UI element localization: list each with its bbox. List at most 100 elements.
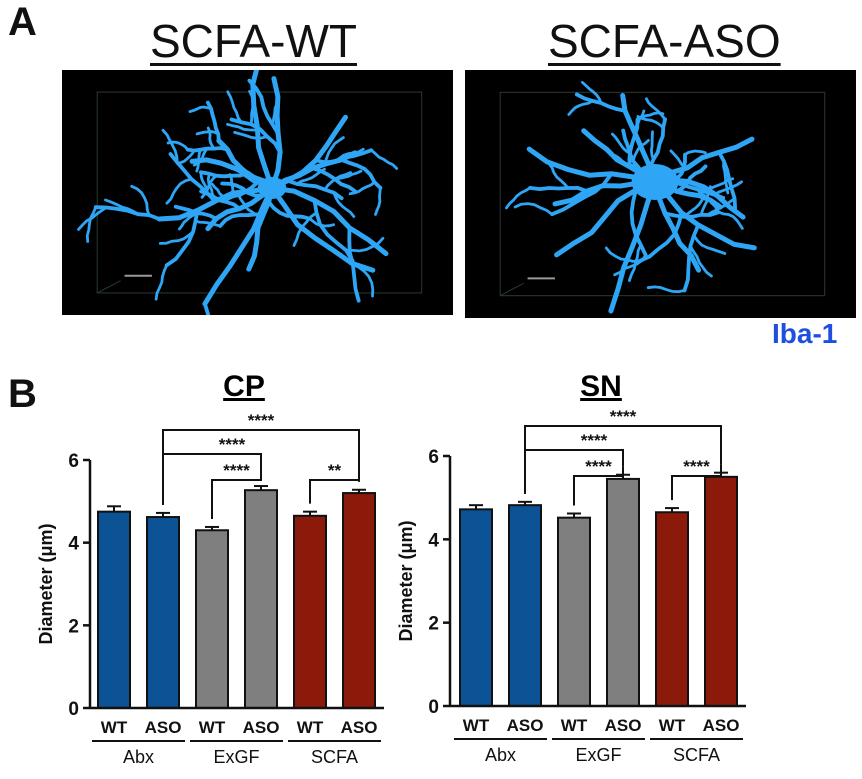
microglia-process [637, 211, 684, 263]
microglia-process [717, 210, 744, 230]
group-label: ExGF [213, 747, 259, 767]
microglia-process [674, 164, 708, 194]
microglia-process [193, 219, 222, 228]
significance-bracket [573, 466, 624, 506]
microglia-process [663, 210, 721, 219]
y-tick-label: 2 [68, 616, 79, 637]
microglia-process [266, 199, 312, 221]
microglia-process [228, 173, 235, 198]
bar-red [655, 511, 689, 707]
bar-blue [459, 508, 493, 707]
microglia-process [165, 177, 193, 205]
microglia-process [269, 185, 389, 257]
microglia-process [683, 149, 707, 157]
microglia-process [233, 131, 269, 140]
significance-bracket [671, 464, 722, 501]
microglia-soma [631, 164, 679, 200]
bar-gray [557, 516, 591, 707]
microglia-process [93, 205, 162, 221]
bar-blue [508, 504, 542, 707]
y-tick-label: 4 [428, 530, 439, 551]
y-tick-label: 6 [428, 447, 439, 468]
process-group [505, 81, 757, 314]
volume-edge [96, 280, 121, 294]
group-label: Abx [485, 745, 516, 765]
significance-label: **** [585, 457, 612, 476]
microglia-process [332, 191, 356, 218]
y-tick-label: 0 [428, 697, 439, 718]
microglia-process [689, 244, 713, 278]
microglia-process [682, 223, 701, 293]
microglia-process [226, 123, 262, 132]
microglia-process [220, 181, 264, 198]
image-title-wt: SCFA-WT [150, 15, 357, 67]
microglia-process [374, 186, 382, 216]
microglia-process [154, 263, 169, 301]
y-tick-label: 6 [68, 451, 79, 472]
y-axis-label: Diameter (μm) [36, 523, 56, 644]
microglia-process [333, 169, 363, 181]
x-tick-label: WT [659, 716, 686, 735]
microglia-process [344, 236, 385, 253]
microglia-process [161, 128, 179, 164]
chart-title: SN [580, 370, 622, 403]
microglia-process [164, 208, 200, 268]
microglia-process [695, 187, 720, 213]
microglia-process [631, 139, 650, 163]
microglia-process [156, 185, 275, 222]
microglia-process [369, 148, 399, 170]
group-label: SCFA [311, 747, 358, 767]
microglia-render-wt [77, 70, 423, 315]
x-tick-label: ASO [703, 716, 740, 735]
significance-label: **** [683, 457, 710, 476]
microglia-process [636, 115, 665, 129]
x-tick-label: WT [199, 718, 226, 737]
microglia-process [645, 97, 667, 121]
y-axis-label: Diameter (μm) [396, 520, 416, 641]
significance-label: **** [223, 461, 250, 480]
chart-sn: SN 0 2 4 6 Diameter (μm) WT ASO WT ASO WT ASO Abx ExG… [396, 370, 746, 765]
microglia-process [505, 186, 532, 210]
process-group [77, 70, 399, 315]
x-tick-label: WT [463, 716, 490, 735]
microglia-process [205, 185, 275, 232]
microglia-process [681, 194, 706, 219]
group-label: Abx [123, 747, 154, 767]
microglia-process [513, 202, 554, 216]
y-tick-label: 2 [428, 614, 439, 635]
bar-red [293, 514, 327, 709]
microglia-process [705, 197, 736, 217]
microglia-process [581, 81, 603, 105]
significance-label: **** [581, 431, 608, 450]
significance-label: ** [328, 461, 342, 480]
microglia-process [175, 149, 196, 165]
significance-bracket [162, 453, 262, 505]
panel-label-b: B [8, 372, 37, 416]
x-tick-label: ASO [341, 718, 378, 737]
microglia-process [225, 178, 265, 201]
bar-red [704, 475, 738, 708]
microglia-image-aso [465, 70, 856, 318]
microglia-process [308, 217, 335, 228]
image-title-aso: SCFA-ASO [548, 15, 781, 67]
microglia-process [722, 159, 730, 195]
microglia-process [339, 157, 383, 190]
x-tick-label: ASO [605, 716, 642, 735]
microglia-image-wt [62, 70, 453, 315]
microglia-process [202, 185, 275, 307]
microglia-process [604, 246, 641, 263]
microglia-process [652, 179, 757, 251]
microglia-process [85, 205, 98, 243]
x-tick-label: WT [101, 718, 128, 737]
bar-gray [244, 489, 278, 709]
microglia-process [528, 185, 589, 193]
bar-blue [97, 510, 131, 709]
group-label: SCFA [673, 745, 720, 765]
microglia-process [648, 117, 667, 170]
microglia-process [323, 171, 352, 191]
microglia-process [692, 234, 727, 255]
microglia-process [608, 179, 658, 314]
microglia-process [203, 301, 211, 315]
microglia-process [199, 170, 250, 179]
microglia-process [629, 188, 648, 258]
